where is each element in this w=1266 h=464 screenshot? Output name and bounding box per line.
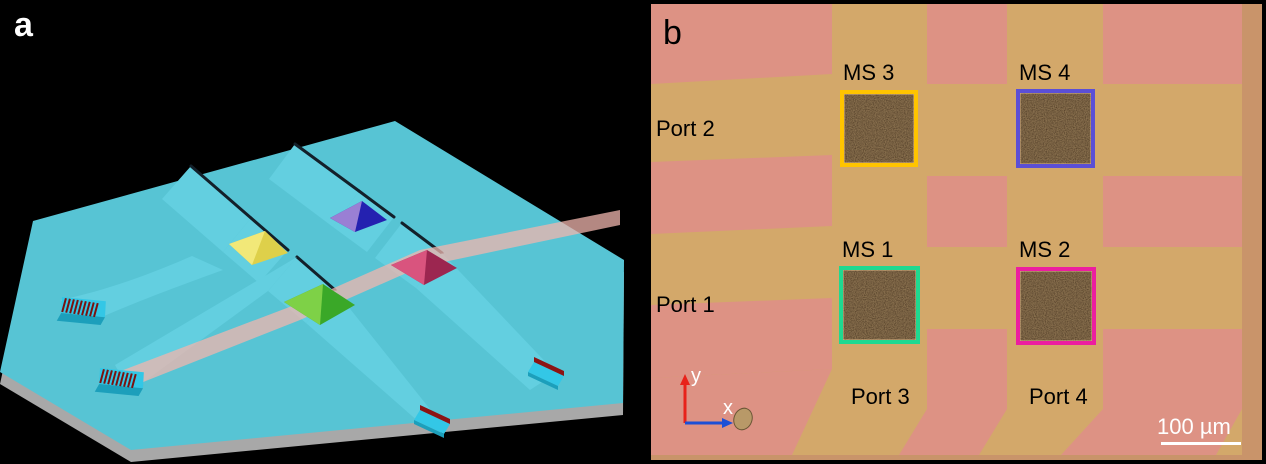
svg-text:Port 4: Port 4: [1029, 384, 1088, 409]
svg-text:b: b: [663, 14, 682, 52]
svg-text:MS 2: MS 2: [1019, 237, 1070, 262]
svg-text:x: x: [723, 397, 733, 419]
svg-text:Port 1: Port 1: [656, 292, 715, 317]
svg-text:100 µm: 100 µm: [1157, 414, 1231, 439]
svg-text:MS 4: MS 4: [1019, 60, 1070, 85]
svg-text:Port 2: Port 2: [656, 116, 715, 141]
svg-text:MS 3: MS 3: [843, 60, 894, 85]
svg-text:MS 1: MS 1: [842, 237, 893, 262]
svg-text:Port 3: Port 3: [851, 384, 910, 409]
svg-text:y: y: [691, 365, 701, 387]
